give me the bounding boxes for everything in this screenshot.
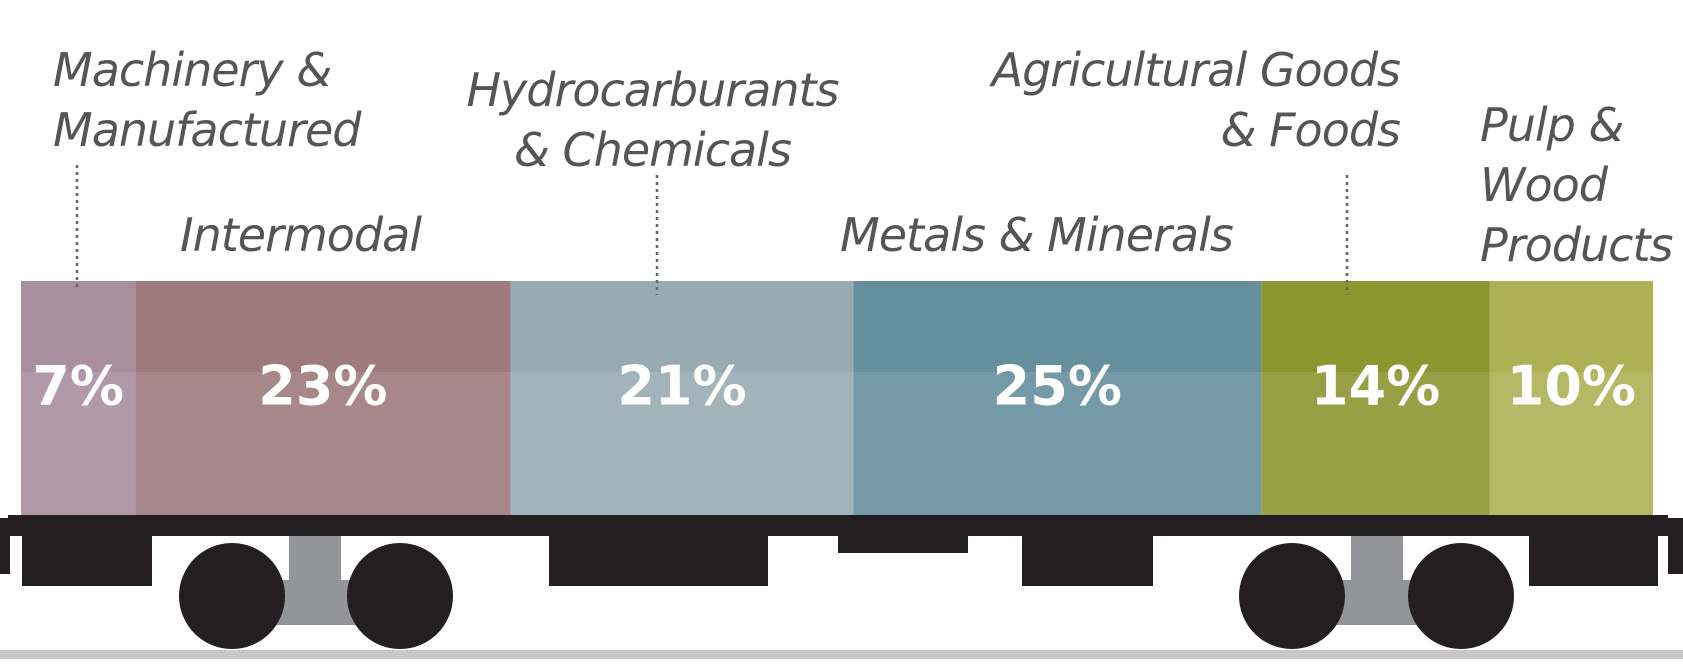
wheel: [347, 543, 453, 649]
block: [838, 535, 968, 553]
wheel: [1239, 543, 1345, 649]
category-label: Hydrocarburants & Chemicals: [460, 60, 845, 180]
bumper: [0, 518, 10, 574]
infographic: 7% 23% 21% 25% 14% 10% Machinery & Manufactur…: [0, 0, 1683, 671]
chassis: [0, 515, 1683, 659]
wheel: [179, 543, 285, 649]
block: [1529, 535, 1658, 586]
block: [1022, 535, 1153, 586]
wheel: [1408, 543, 1514, 649]
bumper: [1668, 518, 1683, 574]
value-label: 14%: [1311, 355, 1440, 418]
category-label: Machinery & Manufactured: [53, 40, 383, 160]
rail: [0, 650, 1683, 659]
category-label: Intermodal: [180, 205, 480, 265]
category-label: Metals & Minerals: [840, 205, 1260, 265]
block: [22, 535, 152, 586]
category-label: Pulp & Wood Products: [1480, 95, 1680, 275]
category-label: Agricultural Goods & Foods: [950, 40, 1400, 160]
value-label: 7%: [32, 355, 124, 418]
deck: [8, 515, 1668, 536]
value-label: 10%: [1507, 355, 1636, 418]
value-label: 23%: [258, 355, 387, 418]
value-label: 25%: [993, 355, 1122, 418]
block: [549, 535, 768, 586]
value-label: 21%: [617, 355, 746, 418]
